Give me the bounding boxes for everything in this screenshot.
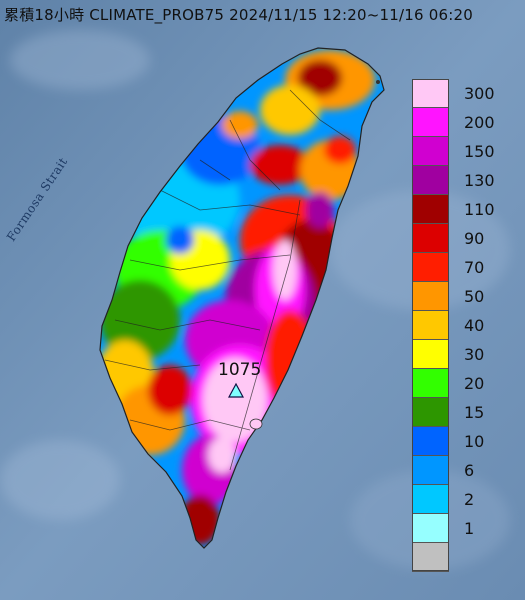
- legend-swatch: [412, 195, 449, 224]
- max-rainfall-triangle-icon: [227, 382, 245, 398]
- legend-label: 50: [464, 287, 485, 306]
- legend-swatch: [412, 79, 449, 108]
- max-rainfall-value: 1075: [218, 360, 262, 380]
- legend-swatch: [412, 224, 449, 253]
- legend-swatch: [412, 398, 449, 427]
- legend-swatch: [412, 253, 449, 282]
- legend-swatch: [412, 427, 449, 456]
- map-title: 累積18小時 CLIMATE_PROB75 2024/11/15 12:20~1…: [4, 6, 473, 24]
- cloud-texture: [0, 30, 510, 570]
- legend-label: 30: [464, 345, 485, 364]
- legend-label: 110: [464, 200, 495, 219]
- legend-swatch: [412, 282, 449, 311]
- legend-label: 150: [464, 142, 495, 161]
- green-island: [249, 418, 263, 430]
- legend-label: 70: [464, 258, 485, 277]
- legend-swatch: [412, 485, 449, 514]
- legend-label: 300: [464, 84, 495, 103]
- legend-swatch: [412, 369, 449, 398]
- legend-label: 15: [464, 403, 485, 422]
- legend-swatch: [412, 108, 449, 137]
- legend-swatch: [412, 166, 449, 195]
- legend-label: 90: [464, 229, 485, 248]
- legend-swatch: [412, 137, 449, 166]
- legend-label: 20: [464, 374, 485, 393]
- legend-label: 130: [464, 171, 495, 190]
- legend-swatch: [412, 311, 449, 340]
- legend-swatch: [412, 543, 449, 572]
- legend-label: 40: [464, 316, 485, 335]
- legend-label: 2: [464, 490, 475, 509]
- legend-label: 200: [464, 113, 495, 132]
- legend-label: 10: [464, 432, 485, 451]
- legend-swatch: [412, 456, 449, 485]
- legend-swatch: [412, 340, 449, 369]
- legend-label: 1: [464, 519, 475, 538]
- islet-marker: [376, 80, 380, 84]
- legend-label: 6: [464, 461, 475, 480]
- legend-swatch: [412, 514, 449, 543]
